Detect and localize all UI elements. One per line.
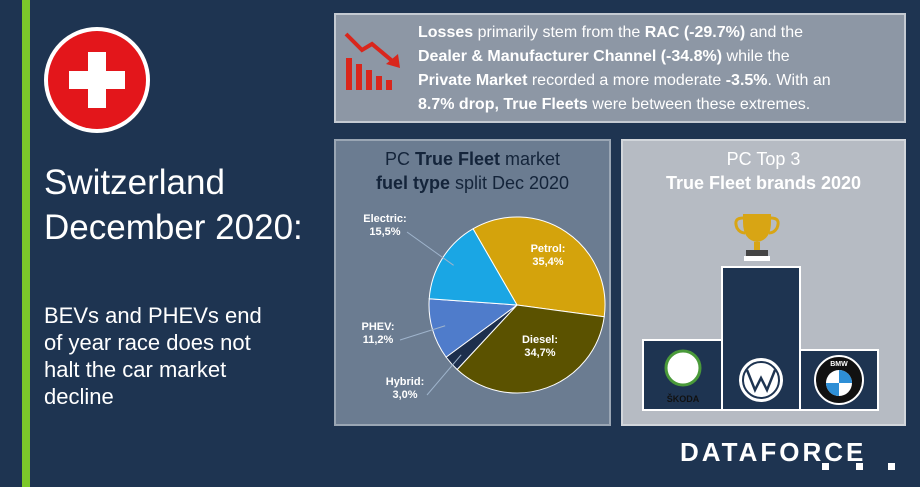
text-line: halt the car market [44,357,227,382]
pie-slice [456,304,605,394]
vw-logo [742,361,780,399]
slice-value: 35,4% [532,256,563,268]
text-line: December 2020: [44,208,303,247]
text-line: of year race does not [44,330,251,355]
slice-label: Electric: [363,213,406,225]
trophy [734,214,780,261]
slice-value: 34,7% [524,347,555,359]
pie-chart: Petrol:35,4% Diesel:34,7% Hybrid:3,0% PHEV:… [361,213,606,401]
text-segment: . With an [767,72,831,89]
title: Switzerland December 2020: [44,160,303,250]
text-segment: RAC (-29.7%) [644,24,746,41]
text-line: fuel type split Dec 2020 [335,171,610,195]
subtitle: BEVs and PHEVs end of year race does not h… [44,302,262,410]
text-segment: Losses [418,24,474,41]
summary-box [334,13,906,123]
text-line: BEVs and PHEVs end [44,303,262,328]
pie-slice [472,216,606,318]
pie-title: PC True Fleet market fuel type split Dec … [335,147,610,195]
bmw-text: BMW [830,361,848,368]
brand-logo: DATAFORCE [680,437,866,467]
text-segment: PC Top 3 [726,149,801,169]
text-line: PC Top 3 [622,147,905,171]
text-segment: and the [745,24,804,41]
text-line: Losses primarily stem from the RAC (-29.… [418,21,831,45]
slice-label: Petrol: [531,243,566,255]
bmw-logo [826,370,852,396]
text-segment: market [500,149,561,169]
skoda-text: ŠKODA [667,393,700,404]
vw-logo [745,369,777,394]
text-line: Dealer & Manufacturer Channel (-34.8%) w… [418,45,831,69]
text-line: True Fleet brands 2020 [622,171,905,195]
decline-icon [344,32,400,90]
leader-line [426,354,462,396]
summary: Losses primarily stem from the RAC (-29.… [418,21,831,117]
text-segment: True Fleet brands 2020 [665,173,862,193]
slice-value: 3,0% [392,389,417,401]
text-segment: while the [722,48,790,65]
slice-label: Hybrid: [386,376,425,388]
accent-bar [22,0,30,487]
text-segment: PC [384,149,415,169]
text-line: Switzerland [44,163,225,202]
text-segment: True Fleet [414,149,501,169]
text-line: 8.7% drop, True Fleets were between thes… [418,93,831,117]
text-line: decline [44,384,114,409]
flag-cross [69,71,125,89]
slice-label: PHEV: [361,321,394,333]
leader-line [406,231,454,266]
podium [642,266,879,411]
leader-line [399,325,446,341]
text-segment: -3.5% [725,72,768,89]
slice-value: 15,5% [369,226,400,238]
text-segment: split Dec 2020 [449,173,570,193]
text-line: PC True Fleet market [335,147,610,171]
podium-title: PC Top 3 True Fleet brands 2020 [622,147,905,195]
slice-label: Diesel: [522,334,558,346]
logo-dots [822,463,895,470]
text-segment: primarily stem from the [473,24,645,41]
text-segment: Dealer & Manufacturer Channel (-34.8%) [418,48,723,65]
pie-slice [428,228,518,306]
text-segment: recorded a more moderate [527,72,726,89]
text-segment: fuel type [375,173,450,193]
text-segment: Private Market [418,72,528,89]
slice-value: 11,2% [363,334,394,346]
text-line: Private Market recorded a more moderate … [418,69,831,93]
text-segment: were between these extremes. [587,96,811,113]
text-segment: 8.7% drop, True Fleets [418,96,588,113]
skoda-logo [664,349,702,387]
